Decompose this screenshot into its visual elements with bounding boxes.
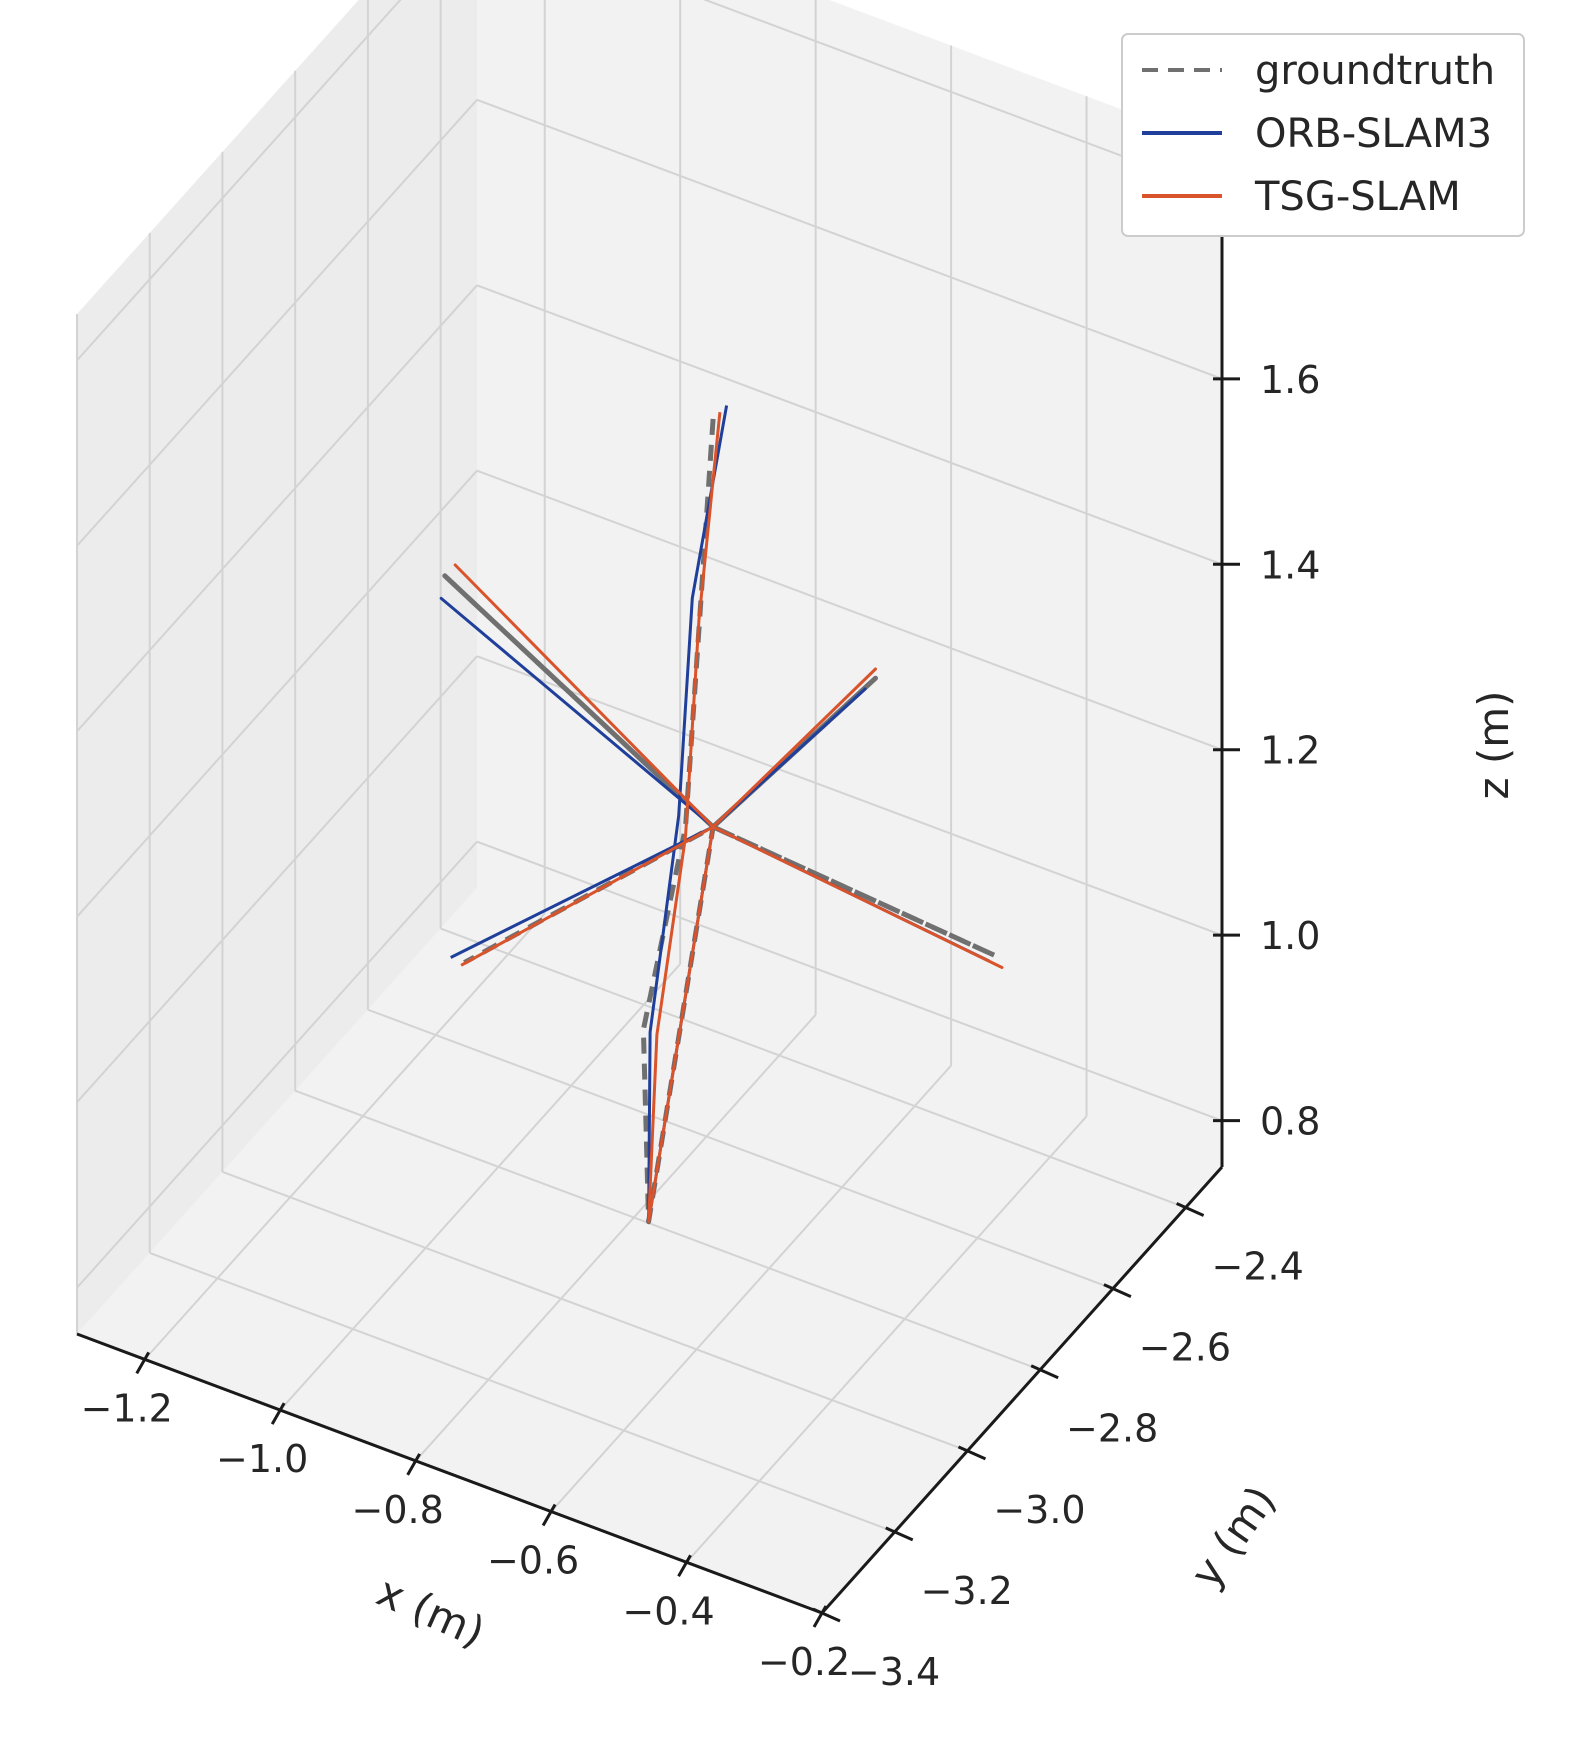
x-tick-mark xyxy=(135,1351,151,1375)
z-grid-left xyxy=(76,284,478,732)
z-grid-left xyxy=(76,655,478,1103)
legend-label-groundtruth: groundtruth xyxy=(1255,48,1495,94)
z-tick-label: 0.8 xyxy=(1260,1100,1320,1144)
z-tick-label: 1.0 xyxy=(1260,914,1320,958)
legend-box xyxy=(1121,33,1525,237)
z-grid-back xyxy=(476,284,1223,566)
y-tick-label: −3.0 xyxy=(993,1488,1085,1532)
y-tick-mark xyxy=(1176,1202,1205,1217)
z-grid-left xyxy=(76,840,478,1289)
x-tick-label: −0.6 xyxy=(487,1539,579,1583)
x-grid-floor xyxy=(143,912,546,1361)
z-grid-back xyxy=(476,469,1223,751)
axis-ticks: −1.2 −1.0 −0.8 −0.6 −0.4 −0.2−3.4 −3.2 −3.0 −2.8… xyxy=(81,172,1321,1694)
y-tick-label: −2.8 xyxy=(1066,1407,1158,1451)
x-tick-mark xyxy=(812,1605,828,1628)
z-tick-label: 1.2 xyxy=(1260,729,1320,773)
x-grid-floor xyxy=(414,1014,817,1462)
series-line-groundtruth xyxy=(442,418,998,1225)
y-grid-floor xyxy=(367,1008,1114,1290)
x-tick-label: −1.2 xyxy=(81,1386,173,1430)
y-axis-line xyxy=(820,1165,1224,1615)
x-tick-mark xyxy=(270,1402,286,1425)
z-tick-label: 1.6 xyxy=(1260,358,1320,402)
x-axis-line xyxy=(76,1332,823,1615)
series-line-tsg-slam xyxy=(453,412,1004,1224)
x-tick-mark xyxy=(677,1554,692,1578)
legend-label-tsg-slam: TSG-SLAM xyxy=(1254,174,1461,220)
y-grid-floor xyxy=(440,927,1186,1209)
x-grid-floor xyxy=(279,963,681,1411)
z-grid-left xyxy=(76,99,478,547)
z-grid-back xyxy=(702,0,1223,195)
z-axis-title: z (m) xyxy=(1469,690,1518,799)
y-tick-label: −2.6 xyxy=(1139,1326,1231,1370)
series-lines xyxy=(439,405,1004,1225)
z-grid-left xyxy=(76,470,478,918)
z-grid-left xyxy=(76,0,402,362)
y-grid-floor xyxy=(222,1170,968,1452)
x-tick-label: −0.2 xyxy=(758,1640,850,1684)
y-tick-label: −2.4 xyxy=(1211,1245,1303,1289)
y-tick-label: −3.2 xyxy=(921,1569,1013,1613)
y-grid-floor xyxy=(149,1251,896,1533)
x-tick-mark xyxy=(541,1503,557,1527)
x-axis-title: x (m) xyxy=(370,1567,492,1657)
x-tick-label: −0.4 xyxy=(622,1589,714,1633)
y-tick-mark xyxy=(957,1445,987,1461)
y-axis-title: y (m) xyxy=(1181,1477,1285,1597)
z-grid-back xyxy=(476,98,1223,380)
z-grid-back xyxy=(476,655,1223,937)
y-tick-mark xyxy=(1030,1364,1059,1380)
left-pane xyxy=(77,0,477,1334)
legend: groundtruth ORB-SLAM3 TSG-SLAM xyxy=(1121,33,1525,237)
y-tick-mark xyxy=(1103,1283,1132,1299)
y-tick-mark xyxy=(812,1607,841,1623)
z-tick-label: 1.4 xyxy=(1260,543,1320,587)
series-line-orb-slam3 xyxy=(439,405,991,1224)
floor-pane xyxy=(77,888,1222,1613)
axis-panes xyxy=(77,0,1222,1613)
legend-label-orb-slam3: ORB-SLAM3 xyxy=(1255,111,1492,157)
x-tick-label: −1.0 xyxy=(216,1437,308,1481)
back-pane xyxy=(477,0,1222,1167)
y-grid-floor xyxy=(294,1089,1041,1371)
y-tick-label: −3.4 xyxy=(848,1650,940,1694)
x-tick-label: −0.8 xyxy=(351,1488,443,1532)
x-grid-floor xyxy=(550,1064,952,1513)
x-tick-mark xyxy=(406,1453,421,1476)
y-tick-mark xyxy=(885,1526,914,1542)
axis-lines xyxy=(76,147,1224,1615)
x-grid-floor xyxy=(685,1115,1088,1563)
